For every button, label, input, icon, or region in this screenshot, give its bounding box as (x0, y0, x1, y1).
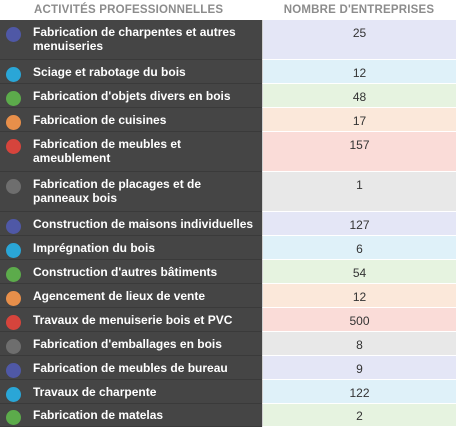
color-dot-icon (6, 267, 21, 282)
activity-label: Fabrication d'emballages en bois (33, 337, 222, 351)
color-dot-icon (6, 219, 21, 234)
count-cell: 1 (262, 172, 456, 212)
color-dot-icon (6, 91, 21, 106)
activity-cell: Construction d'autres bâtiments (0, 260, 262, 284)
color-dot-icon (6, 363, 21, 378)
table-body: Fabrication de charpentes et autres menu… (0, 20, 456, 427)
activity-label: Travaux de menuiserie bois et PVC (33, 313, 233, 327)
activity-cell: Imprégnation du bois (0, 236, 262, 260)
header-count: NOMBRE D'ENTREPRISES (283, 4, 435, 16)
activity-cell: Fabrication d'emballages en bois (0, 332, 262, 356)
color-dot-icon (6, 27, 21, 42)
count-cell: 12 (262, 284, 456, 308)
activity-label: Travaux de charpente (33, 385, 157, 399)
color-dot-icon (6, 387, 21, 402)
color-dot-icon (6, 139, 21, 154)
activity-cell: Agencement de lieux de vente (0, 284, 262, 308)
color-dot-icon (6, 291, 21, 306)
table-row: Sciage et rabotage du bois 12 (0, 60, 456, 84)
activity-label: Fabrication de meubles et ameublement (33, 137, 182, 165)
table-row: Imprégnation du bois 6 (0, 236, 456, 260)
activity-cell: Travaux de menuiserie bois et PVC (0, 308, 262, 332)
activity-cell: Fabrication de meubles de bureau (0, 356, 262, 380)
activity-cell: Fabrication de charpentes et autres menu… (0, 20, 262, 60)
color-dot-icon (6, 67, 21, 82)
activity-cell: Fabrication de placages et de panneaux b… (0, 172, 262, 212)
table-row: Construction de maisons individuelles 127 (0, 212, 456, 236)
color-dot-icon (6, 339, 21, 354)
count-cell: 12 (262, 60, 456, 84)
table-row: Fabrication de placages et de panneaux b… (0, 172, 456, 212)
color-dot-icon (6, 115, 21, 130)
activity-cell: Fabrication de cuisines (0, 108, 262, 132)
table-row: Fabrication de meubles et ameublement 157 (0, 132, 456, 172)
activity-label: Construction de maisons individuelles (33, 217, 254, 231)
table-row: Fabrication de charpentes et autres menu… (0, 20, 456, 60)
color-dot-icon (6, 410, 21, 425)
table-row: Fabrication de matelas 2 (0, 404, 456, 427)
count-cell: 122 (262, 380, 456, 404)
count-cell: 8 (262, 332, 456, 356)
table-row: Agencement de lieux de vente 12 (0, 284, 456, 308)
count-cell: 157 (262, 132, 456, 172)
activity-label: Fabrication de matelas (33, 408, 164, 422)
activity-label: Fabrication de cuisines (33, 113, 167, 127)
activity-label: Agencement de lieux de vente (33, 289, 206, 303)
table-header: ACTIVITÉS PROFESSIONNELLES NOMBRE D'ENTR… (0, 0, 456, 20)
activity-cell: Fabrication de meubles et ameublement (0, 132, 262, 172)
activity-cell: Travaux de charpente (0, 380, 262, 404)
table-row: Fabrication d'objets divers en bois 48 (0, 84, 456, 108)
count-cell: 500 (262, 308, 456, 332)
count-cell: 2 (262, 404, 456, 427)
activity-label: Fabrication d'objets divers en bois (33, 89, 231, 103)
activity-label: Sciage et rabotage du bois (33, 65, 186, 79)
count-cell: 17 (262, 108, 456, 132)
activity-cell: Sciage et rabotage du bois (0, 60, 262, 84)
header-activity: ACTIVITÉS PROFESSIONNELLES (34, 4, 224, 16)
table-row: Travaux de menuiserie bois et PVC 500 (0, 308, 456, 332)
activity-cell: Fabrication d'objets divers en bois (0, 84, 262, 108)
count-cell: 9 (262, 356, 456, 380)
table-row: Fabrication de cuisines 17 (0, 108, 456, 132)
table-row: Construction d'autres bâtiments 54 (0, 260, 456, 284)
activity-cell: Construction de maisons individuelles (0, 212, 262, 236)
activity-label: Imprégnation du bois (33, 241, 155, 255)
count-cell: 6 (262, 236, 456, 260)
color-dot-icon (6, 243, 21, 258)
activity-cell: Fabrication de matelas (0, 404, 262, 427)
color-dot-icon (6, 179, 21, 194)
activity-label: Fabrication de meubles de bureau (33, 361, 228, 375)
activity-label: Fabrication de charpentes et autres menu… (33, 25, 236, 53)
count-cell: 25 (262, 20, 456, 60)
table-row: Fabrication de meubles de bureau 9 (0, 356, 456, 380)
color-dot-icon (6, 315, 21, 330)
count-cell: 127 (262, 212, 456, 236)
table-row: Travaux de charpente 122 (0, 380, 456, 404)
activity-label: Fabrication de placages et de panneaux b… (33, 177, 202, 205)
activity-label: Construction d'autres bâtiments (33, 265, 218, 279)
count-cell: 48 (262, 84, 456, 108)
count-cell: 54 (262, 260, 456, 284)
table-row: Fabrication d'emballages en bois 8 (0, 332, 456, 356)
